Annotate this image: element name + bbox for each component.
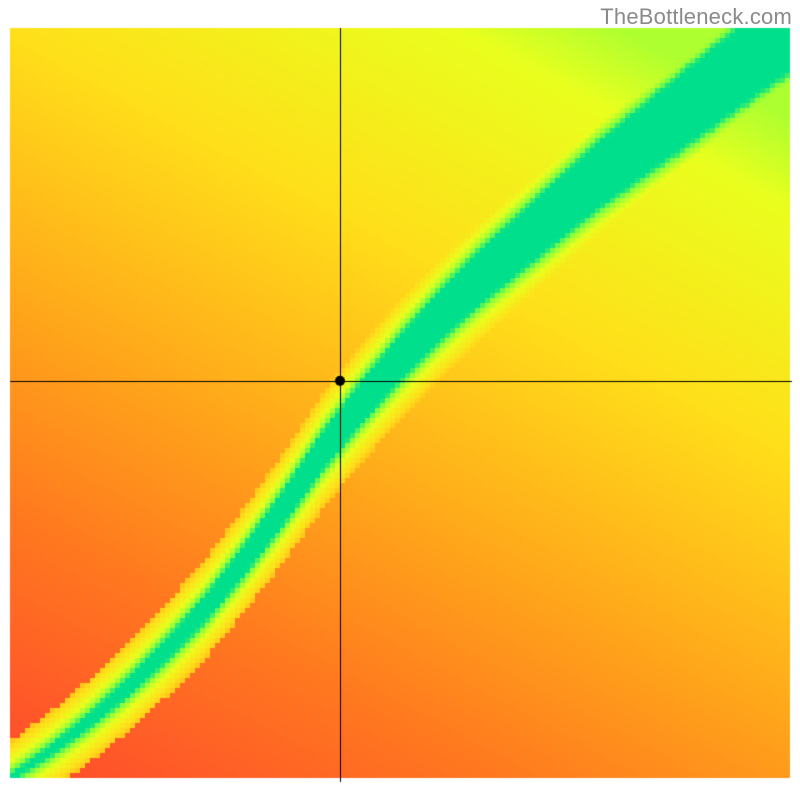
chart-container: { "watermark": { "text": "TheBottleneck.… (0, 0, 800, 800)
bottleneck-heatmap (0, 0, 800, 800)
watermark-text: TheBottleneck.com (600, 4, 792, 30)
